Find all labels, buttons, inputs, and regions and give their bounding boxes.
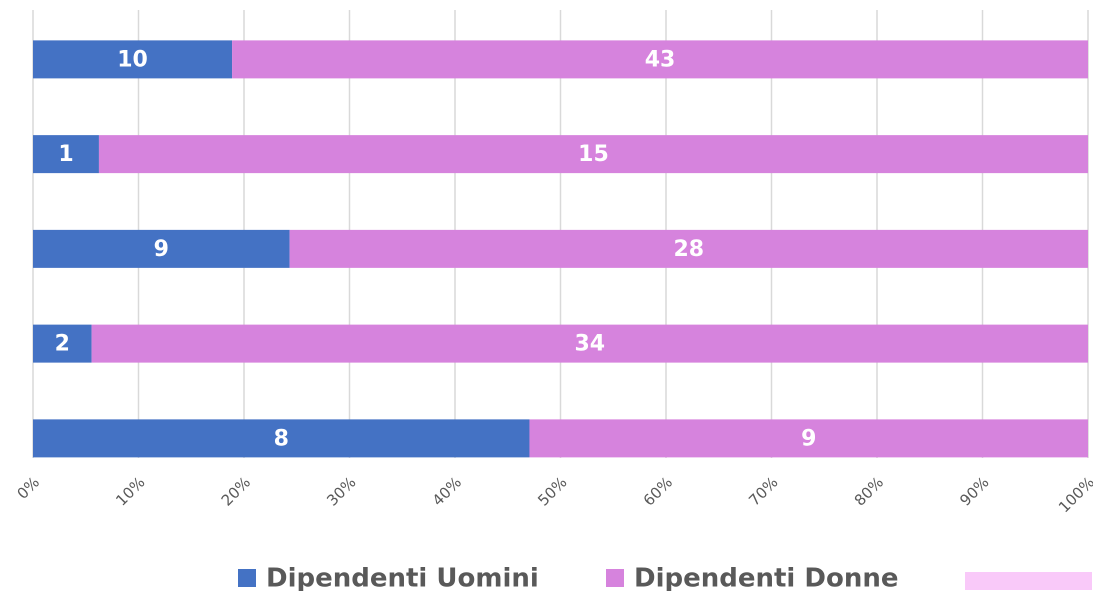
data-label: 15 bbox=[578, 142, 609, 167]
legend-swatch bbox=[606, 569, 624, 587]
bar-segment bbox=[33, 229, 290, 268]
data-label: 8 bbox=[274, 426, 289, 451]
bar-segment bbox=[289, 229, 1089, 268]
bar-segment bbox=[33, 419, 530, 458]
legend-swatch bbox=[238, 569, 256, 587]
bar-segment bbox=[33, 40, 233, 79]
x-tick-label: 90% bbox=[956, 473, 992, 509]
x-tick-label: 80% bbox=[851, 473, 887, 509]
legend-label: Dipendenti Uomini bbox=[266, 564, 539, 591]
bar-segment bbox=[98, 135, 1088, 174]
bar-segment bbox=[529, 419, 1088, 458]
x-tick-label: 60% bbox=[640, 473, 676, 509]
bar-segment bbox=[232, 40, 1088, 79]
bar-segment bbox=[33, 324, 92, 363]
bar-segment bbox=[91, 324, 1089, 363]
x-tick-label: 0% bbox=[13, 473, 43, 503]
data-label: 43 bbox=[645, 47, 676, 72]
x-tick-label: 30% bbox=[323, 473, 359, 509]
data-label: 28 bbox=[673, 237, 704, 262]
legend-swatch-extra bbox=[965, 572, 1092, 590]
x-tick-label: 70% bbox=[745, 473, 781, 509]
data-label: 10 bbox=[117, 47, 148, 72]
data-label: 2 bbox=[55, 332, 70, 357]
x-tick-label: 40% bbox=[429, 473, 465, 509]
x-tick-label: 50% bbox=[534, 473, 570, 509]
data-label: 1 bbox=[58, 142, 73, 167]
x-tick-label: 10% bbox=[112, 473, 148, 509]
bar-segment bbox=[33, 135, 99, 174]
data-label: 34 bbox=[574, 332, 605, 357]
legend-label: Dipendenti Donne bbox=[634, 564, 899, 591]
x-tick-label: 100% bbox=[1055, 473, 1093, 516]
data-label: 9 bbox=[154, 237, 169, 262]
x-tick-label: 20% bbox=[218, 473, 254, 509]
data-label: 9 bbox=[801, 426, 816, 451]
